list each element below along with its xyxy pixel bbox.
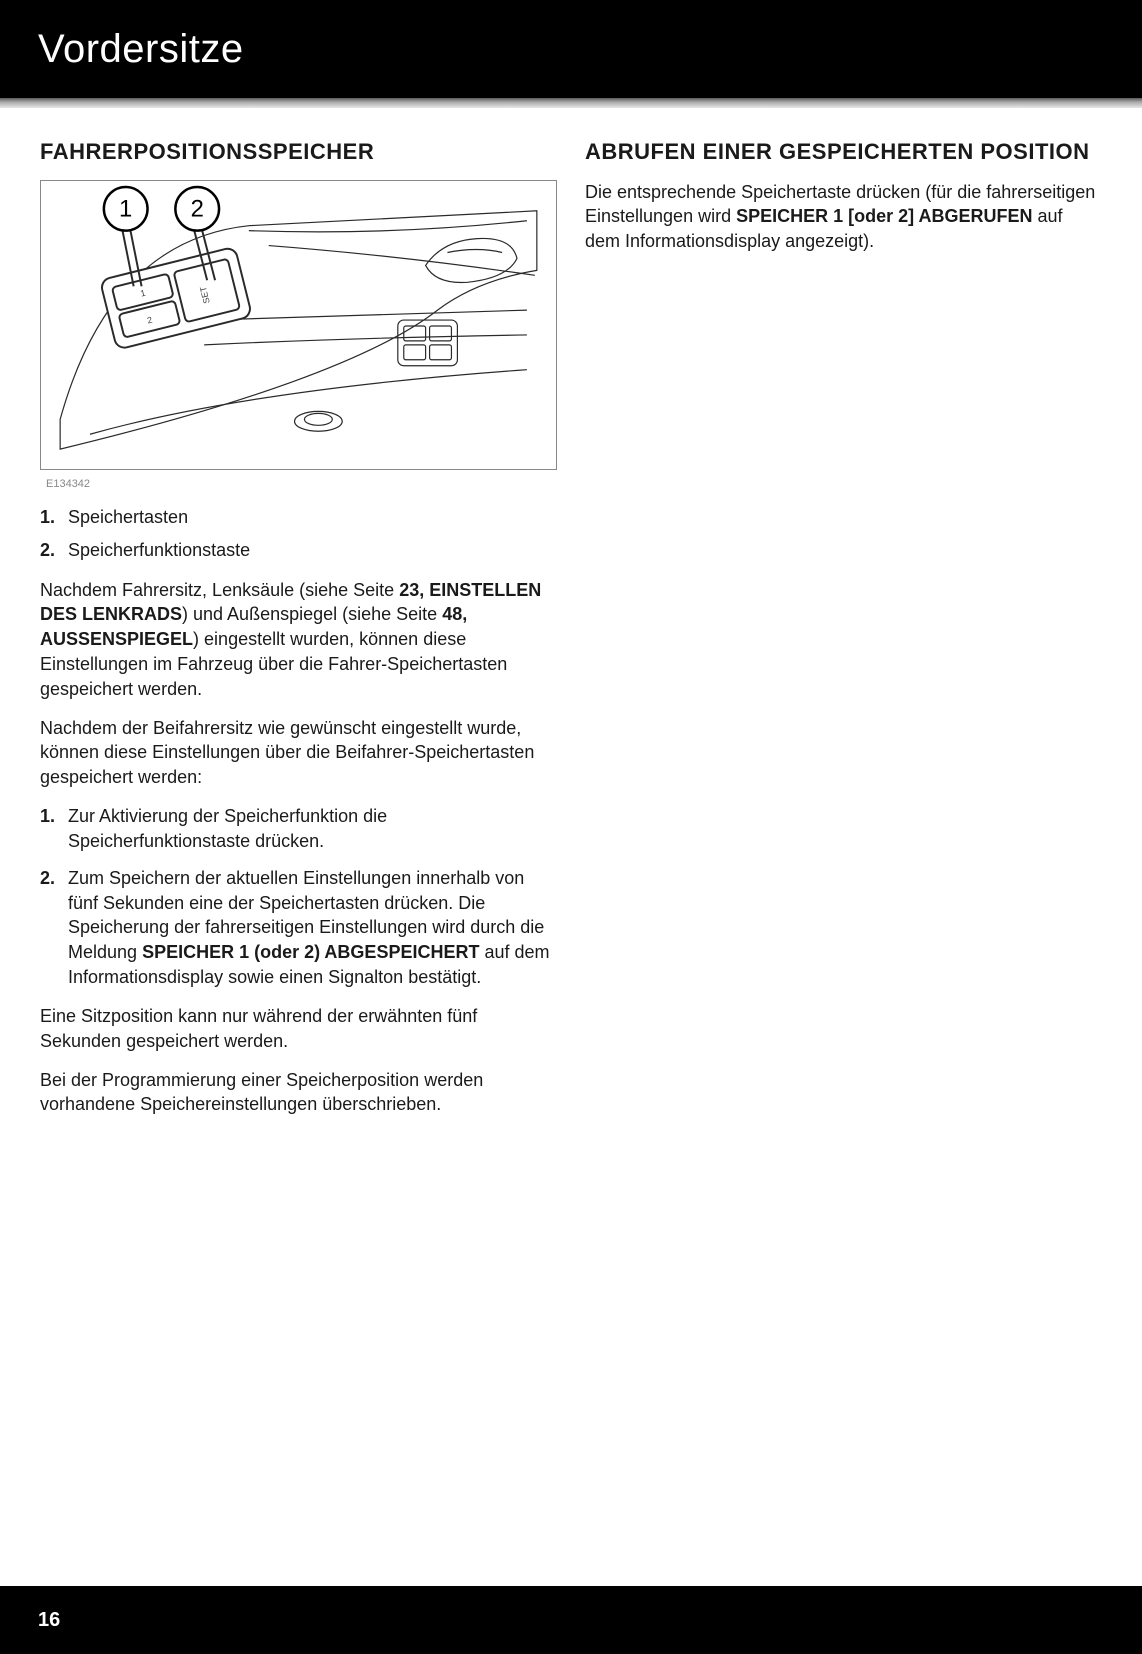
step-num: 2. — [40, 866, 68, 990]
header-divider — [0, 98, 1142, 108]
legend-text: Speicherfunktionstaste — [68, 537, 250, 564]
step-item: 2. Zum Speichern der aktuellen Einstellu… — [40, 866, 557, 990]
section-heading-left: FAHRERPOSITIONSSPEICHER — [40, 138, 557, 166]
paragraph: Eine Sitzposition kann nur während der e… — [40, 1004, 557, 1054]
page-header: Vordersitze — [0, 0, 1142, 98]
step-num: 1. — [40, 804, 68, 854]
legend-num: 2. — [40, 537, 68, 564]
paragraph: Die entsprechende Speichertaste drücken … — [585, 180, 1102, 254]
content-area: FAHRERPOSITIONSSPEICHER — [0, 108, 1142, 1131]
callout-1: 1 — [119, 195, 132, 222]
legend-item: 2. Speicherfunktionstaste — [40, 537, 557, 564]
legend-item: 1. Speichertasten — [40, 504, 557, 531]
legend-text: Speichertasten — [68, 504, 188, 531]
seat-memory-illustration: 1 2 SET 1 2 — [40, 180, 557, 470]
steps-list: 1. Zur Aktivierung der Speicherfunktion … — [40, 804, 557, 990]
paragraph: Nachdem Fahrersitz, Lenksäule (siehe Sei… — [40, 578, 557, 702]
image-reference: E134342 — [46, 478, 557, 490]
legend-num: 1. — [40, 504, 68, 531]
section-heading-right: ABRUFEN EINER GESPEICHERTEN POSITION — [585, 138, 1102, 166]
page-title: Vordersitze — [38, 27, 244, 72]
display-message: SPEICHER 1 [oder 2] ABGERUFEN — [736, 206, 1032, 226]
door-panel-diagram: 1 2 SET 1 2 — [41, 181, 556, 469]
step-item: 1. Zur Aktivierung der Speicherfunktion … — [40, 804, 557, 854]
step-text: Zur Aktivierung der Speicherfunktion die… — [68, 804, 557, 854]
paragraph: Bei der Programmierung einer Speicherpos… — [40, 1068, 557, 1118]
callout-2: 2 — [191, 195, 204, 222]
left-column: FAHRERPOSITIONSSPEICHER — [40, 138, 557, 1131]
display-message: SPEICHER 1 (oder 2) ABGESPEICHERT — [142, 942, 479, 962]
step-text: Zum Speichern der aktuellen Einstellunge… — [68, 866, 557, 990]
right-column: ABRUFEN EINER GESPEICHERTEN POSITION Die… — [585, 138, 1102, 1131]
page-footer: 16 — [0, 1586, 1142, 1654]
paragraph: Nachdem der Beifahrersitz wie gewünscht … — [40, 716, 557, 790]
callout-legend: 1. Speichertasten 2. Speicherfunktionsta… — [40, 504, 557, 564]
page-number: 16 — [38, 1609, 60, 1632]
